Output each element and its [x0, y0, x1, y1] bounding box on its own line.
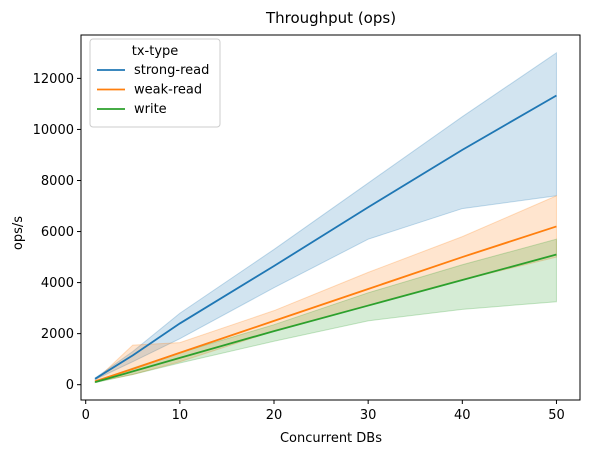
y-axis-label: ops/s [11, 216, 26, 250]
legend-label-write: write [134, 102, 167, 117]
legend-box [89, 38, 221, 128]
x-axis-label: Concurrent DBs [280, 431, 382, 446]
x-tick-label: 10 [172, 408, 189, 423]
chart-title: Throughput (ops) [265, 9, 396, 27]
y-tick-label: 8000 [41, 174, 74, 189]
series-lines [94, 94, 557, 383]
x-axis: 0 10 20 30 40 50 [82, 400, 565, 423]
y-tick-label: 10000 [33, 123, 74, 138]
legend-title: tx-type [132, 44, 179, 59]
y-tick-label: 2000 [41, 327, 74, 342]
y-tick-label: 12000 [33, 72, 74, 87]
legend: tx-type strong-read weak-read write [89, 38, 221, 128]
line-weak-read [94, 225, 557, 383]
legend-label-strong-read: strong-read [134, 63, 209, 78]
y-tick-label: 4000 [41, 276, 74, 291]
y-tick-label: 0 [66, 378, 74, 393]
x-tick-label: 0 [82, 408, 90, 423]
band-weak-read [94, 195, 557, 383]
x-tick-label: 50 [548, 408, 565, 423]
legend-label-weak-read: weak-read [134, 83, 202, 98]
plot-frame [80, 34, 581, 401]
x-tick-label: 40 [454, 408, 471, 423]
confidence-bands [94, 51, 557, 384]
x-tick-label: 30 [360, 408, 377, 423]
band-write [94, 238, 557, 384]
y-axis: 0 2000 4000 6000 8000 10000 12000 [33, 72, 81, 393]
y-tick-label: 6000 [41, 225, 74, 240]
line-write [94, 253, 557, 383]
x-tick-label: 20 [266, 408, 283, 423]
line-strong-read [94, 94, 557, 380]
band-strong-read [94, 51, 557, 381]
